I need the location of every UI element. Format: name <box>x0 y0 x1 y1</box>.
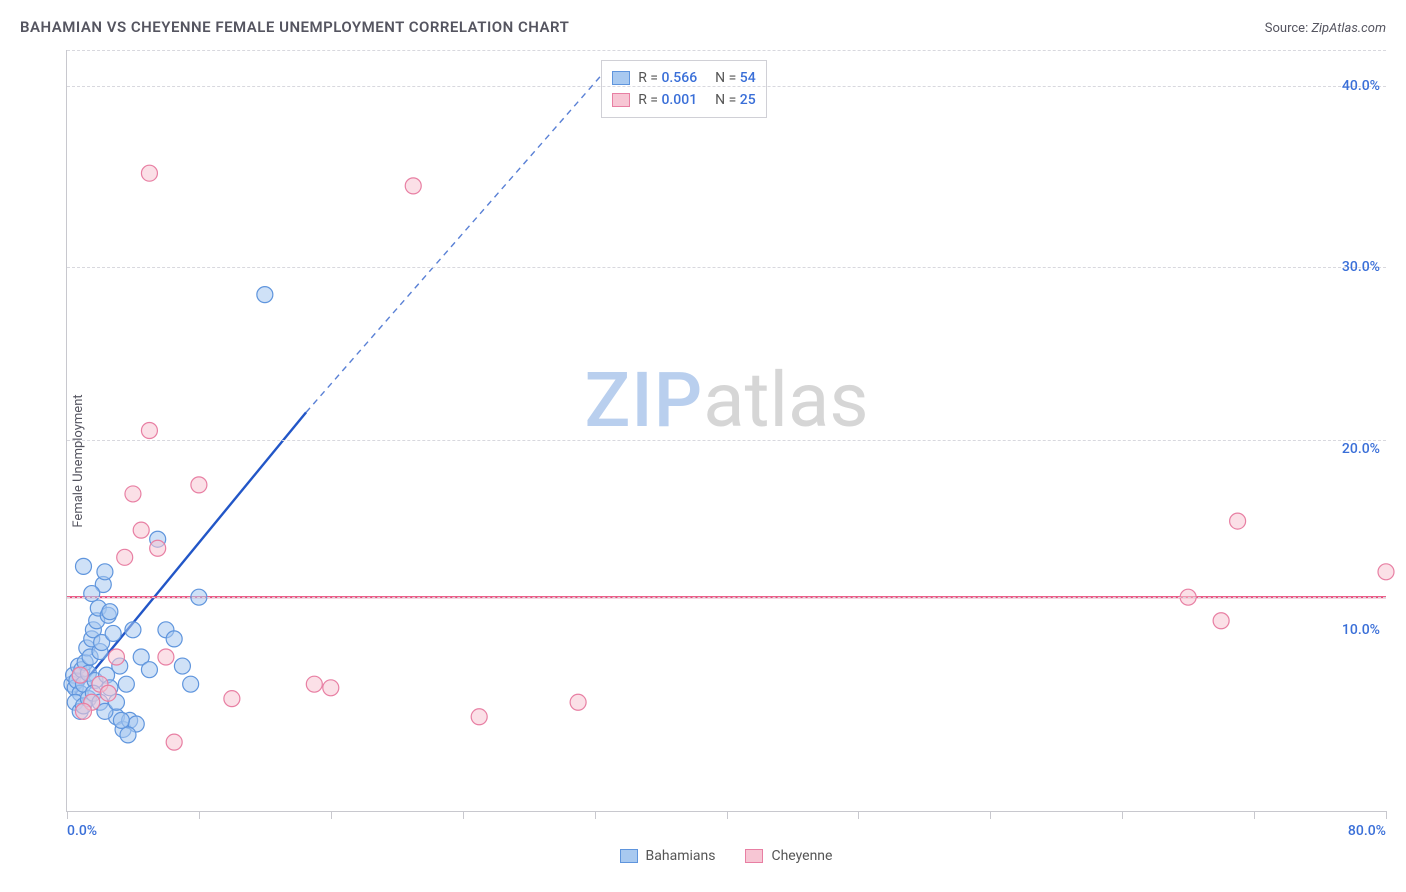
x-tick <box>199 811 200 819</box>
chart-title: BAHAMIAN VS CHEYENNE FEMALE UNEMPLOYMENT… <box>20 18 569 36</box>
x-tick-label: 80.0% <box>1348 823 1386 839</box>
y-tick-label: 20.0% <box>1342 441 1380 457</box>
r-stat: R = 0.566 <box>638 70 697 86</box>
source-value: ZipAtlas.com <box>1311 21 1386 36</box>
legend-swatch <box>745 849 763 863</box>
n-stat: N = 54 <box>715 70 756 86</box>
x-tick <box>727 811 728 819</box>
n-stat: N = 25 <box>715 92 756 108</box>
r-stat: R = 0.001 <box>638 92 697 108</box>
gridline <box>67 50 1386 51</box>
plot-area: ZIPatlas R = 0.566N = 54R = 0.001N = 25 … <box>66 50 1386 812</box>
gridline <box>67 597 1386 598</box>
legend-item: Cheyenne <box>745 848 832 864</box>
x-tick <box>463 811 464 819</box>
y-tick-label: 40.0% <box>1342 78 1380 94</box>
x-tick <box>595 811 596 819</box>
x-tick <box>1386 811 1387 819</box>
series-legend: Bahamians Cheyenne <box>66 848 1386 864</box>
gridline <box>67 267 1386 268</box>
chart-svg <box>67 50 1386 811</box>
legend-label: Cheyenne <box>771 848 832 864</box>
gridline <box>67 86 1386 87</box>
legend-swatch <box>612 93 630 107</box>
x-tick <box>67 811 68 819</box>
legend-swatch <box>620 849 638 863</box>
stats-legend-row: R = 0.001 N = 25 <box>612 89 756 111</box>
legend-swatch <box>612 71 630 85</box>
source-attribution: Source: ZipAtlas.com <box>1265 21 1386 36</box>
stats-legend: R = 0.566 N = 54 R = 0.001 N = 25 <box>601 60 767 118</box>
legend-item: Bahamians <box>620 848 716 864</box>
source-label: Source: <box>1265 21 1312 36</box>
chart-container: Female Unemployment ZIPatlas R = 0.566N … <box>20 50 1386 872</box>
x-tick-label: 0.0% <box>67 823 97 839</box>
x-tick <box>1122 811 1123 819</box>
gridline <box>67 440 1386 441</box>
x-tick <box>858 811 859 819</box>
x-tick <box>331 811 332 819</box>
x-tick <box>990 811 991 819</box>
y-tick-label: 30.0% <box>1342 259 1380 275</box>
legend-label: Bahamians <box>646 848 716 864</box>
x-tick <box>1254 811 1255 819</box>
y-tick-label: 10.0% <box>1342 622 1380 638</box>
